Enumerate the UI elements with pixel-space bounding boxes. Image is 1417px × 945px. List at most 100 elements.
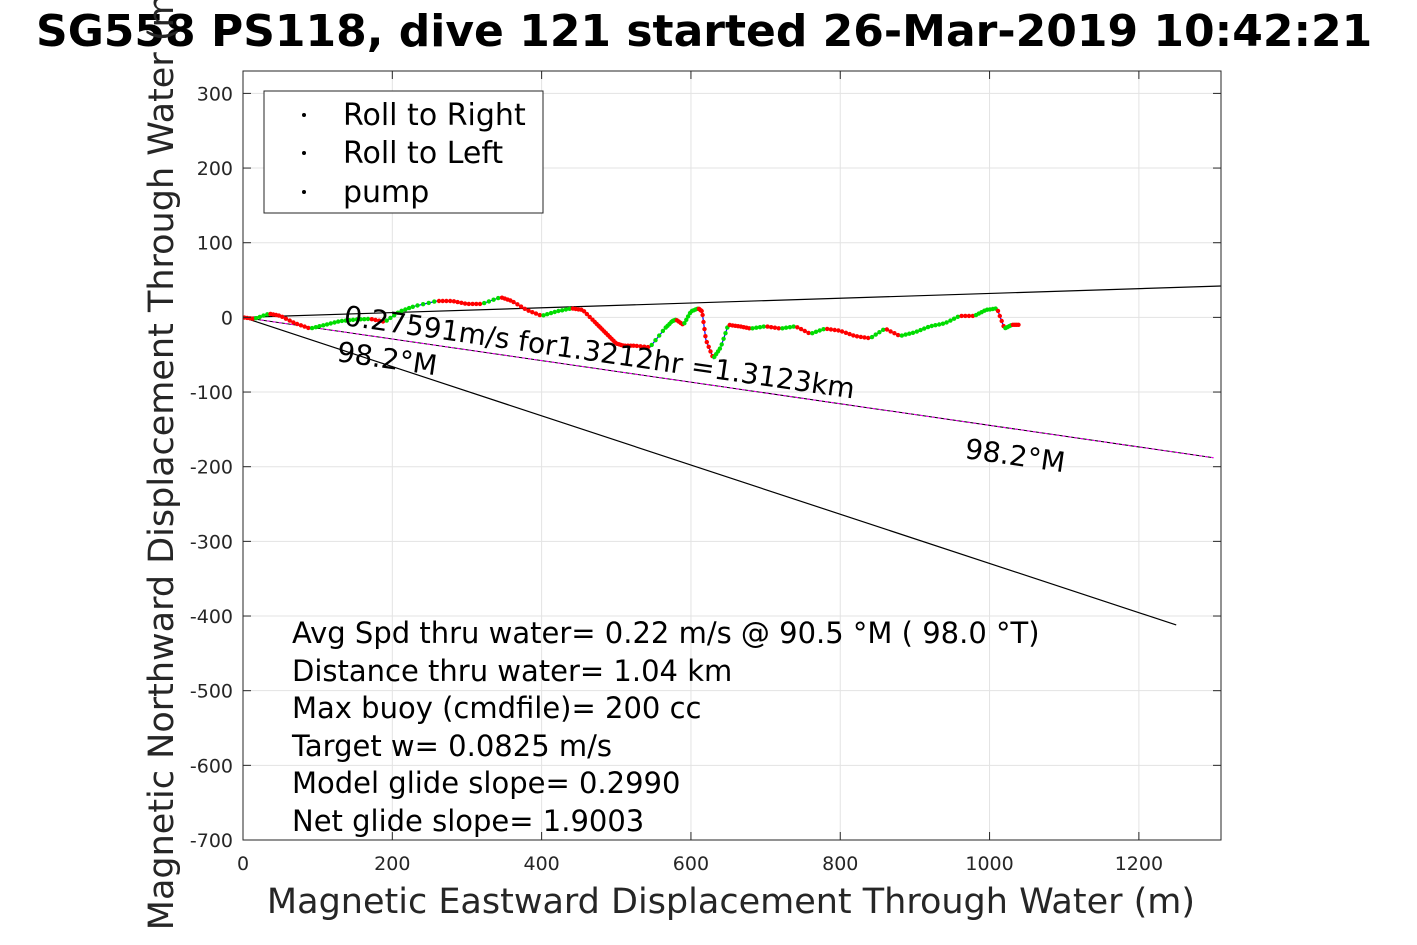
- roll-right-marker: [948, 318, 953, 323]
- roll-left-marker: [995, 308, 1001, 314]
- roll-right-marker: [415, 303, 420, 308]
- note-max-buoy: Max buoy (cmdfile)= 200 cc: [292, 691, 701, 725]
- roll-right-marker: [388, 315, 393, 321]
- note-distance: Distance thru water= 1.04 km: [292, 654, 732, 688]
- roll-left-marker: [298, 323, 304, 328]
- roll-left-marker: [699, 308, 704, 314]
- roll-right-marker: [403, 307, 408, 312]
- roll-right-marker: [684, 317, 689, 322]
- x-tick-label: 600: [673, 853, 709, 875]
- legend-box: [263, 90, 544, 214]
- note-target-w: Target w= 0.0825 m/s: [291, 729, 612, 763]
- roll-right-marker: [339, 318, 345, 324]
- y-tick-label: -100: [190, 382, 233, 404]
- roll-left-marker: [587, 314, 592, 320]
- roll-left-marker: [373, 317, 378, 323]
- roll-left-marker: [704, 339, 709, 345]
- roll-right-marker: [914, 329, 919, 334]
- roll-left-marker: [526, 308, 531, 313]
- roll-right-marker: [925, 324, 931, 330]
- roll-left-marker: [703, 334, 708, 339]
- roll-left-marker: [802, 328, 807, 334]
- roll-right-marker: [881, 327, 886, 332]
- roll-left-marker: [369, 317, 374, 322]
- roll-left-marker: [839, 329, 845, 334]
- legend-label-pump: pump: [343, 175, 429, 210]
- roll-left-marker: [795, 325, 800, 330]
- roll-left-marker: [700, 312, 705, 318]
- roll-left-marker: [798, 326, 804, 332]
- legend-label-roll-right: Roll to Right: [343, 98, 526, 133]
- roll-left-marker: [851, 333, 856, 338]
- y-tick-label: 100: [197, 233, 233, 255]
- roll-left-marker: [892, 331, 897, 336]
- roll-left-marker: [455, 299, 460, 305]
- y-tick-label: -700: [190, 830, 233, 852]
- roll-left-marker: [444, 298, 449, 304]
- roll-left-marker: [772, 325, 778, 330]
- roll-right-marker: [384, 318, 389, 323]
- roll-left-marker: [459, 300, 464, 305]
- roll-right-marker: [496, 295, 501, 301]
- x-tick-label: 400: [523, 853, 559, 875]
- roll-left-marker: [306, 325, 311, 331]
- roll-left-marker: [702, 326, 707, 332]
- roll-left-marker: [776, 326, 781, 331]
- roll-right-marker: [362, 317, 367, 322]
- roll-right-marker: [354, 317, 360, 322]
- roll-right-marker: [657, 333, 662, 338]
- roll-left-marker: [966, 313, 972, 319]
- roll-left-marker: [631, 343, 636, 348]
- roll-right-marker: [328, 321, 333, 326]
- y-tick-label: -200: [190, 457, 233, 479]
- roll-right-marker: [682, 321, 687, 326]
- roll-right-marker: [321, 323, 326, 328]
- roll-left-marker: [291, 320, 296, 325]
- roll-right-marker: [406, 305, 412, 311]
- y-tick-label: 200: [197, 158, 233, 180]
- roll-left-marker: [474, 301, 479, 307]
- tick-marks: [242, 71, 1221, 841]
- roll-right-marker: [563, 307, 569, 312]
- roll-right-marker: [332, 320, 337, 325]
- roll-right-marker: [955, 314, 960, 319]
- roll-left-marker: [634, 343, 639, 349]
- roll-left-marker: [1016, 322, 1021, 327]
- roll-right-marker: [944, 320, 949, 325]
- chart-title: SG558 PS118, dive 121 started 26-Mar-201…: [36, 6, 1372, 57]
- roll-left-marker: [380, 319, 386, 324]
- roll-left-marker: [997, 313, 1002, 319]
- x-tick-label: 0: [237, 853, 249, 875]
- note-net-glide-slope: Net glide slope= 1.9003: [292, 804, 644, 838]
- roll-left-marker: [843, 330, 849, 335]
- legend-label-roll-left: Roll to Left: [343, 136, 503, 171]
- roll-left-marker: [302, 324, 307, 329]
- roll-left-marker: [511, 299, 516, 305]
- roll-right-marker: [399, 308, 404, 313]
- roll-right-marker: [869, 334, 875, 340]
- roll-left-marker: [283, 316, 289, 321]
- roll-left-marker: [706, 344, 711, 349]
- roll-right-marker: [877, 330, 882, 335]
- reference-line: [243, 285, 1221, 318]
- roll-right-marker: [567, 306, 572, 311]
- roll-left-marker: [280, 314, 285, 319]
- roll-right-marker: [410, 304, 415, 309]
- x-tick-label: 200: [374, 853, 410, 875]
- summary-notes: Avg Spd thru water= 0.22 m/s @ 90.5 °M (…: [291, 616, 1040, 838]
- roll-right-marker: [426, 300, 431, 306]
- roll-left-marker: [858, 334, 863, 340]
- roll-left-marker: [436, 298, 442, 304]
- roll-left-marker: [832, 327, 837, 333]
- roll-left-marker: [747, 326, 752, 331]
- roll-right-marker: [750, 326, 755, 331]
- roll-right-marker: [392, 313, 397, 318]
- roll-right-marker: [552, 309, 557, 315]
- roll-left-marker: [470, 301, 475, 307]
- x-axis-label: Magnetic Eastward Displacement Through W…: [267, 882, 1195, 922]
- roll-right-marker: [482, 300, 487, 306]
- roll-right-marker: [929, 323, 934, 329]
- roll-right-marker: [343, 318, 348, 323]
- roll-right-marker: [899, 333, 904, 338]
- roll-right-marker: [660, 328, 666, 334]
